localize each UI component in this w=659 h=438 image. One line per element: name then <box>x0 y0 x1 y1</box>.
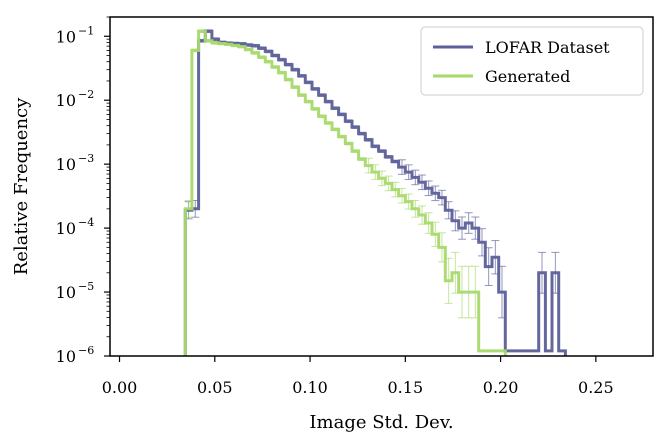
series-line-0 <box>183 29 567 356</box>
y-tick-label: 10 <box>56 283 76 302</box>
legend-label-0: LOFAR Dataset <box>485 38 610 57</box>
y-tick-exponent: −4 <box>78 216 94 229</box>
y-tick-label: 10 <box>56 27 76 46</box>
y-tick-exponent: −1 <box>78 24 94 37</box>
y-tick-label: 10 <box>56 155 76 174</box>
series-line-1 <box>183 29 507 356</box>
x-tick-label: 0.15 <box>388 378 424 397</box>
x-tick-label: 0.25 <box>578 378 614 397</box>
x-axis-label: Image Std. Dev. <box>309 412 453 433</box>
legend-box <box>420 26 644 96</box>
x-tick-label: 0.10 <box>292 378 328 397</box>
y-axis-label: Relative Frequency <box>11 97 32 275</box>
y-tick-exponent: −3 <box>78 152 94 165</box>
series-layer <box>183 29 567 356</box>
x-tick-label: 0.20 <box>483 378 519 397</box>
y-tick-label: 10 <box>56 219 76 238</box>
y-tick-label: 10 <box>56 91 76 110</box>
x-tick-label: 0.05 <box>197 378 233 397</box>
plot-frame <box>109 16 654 357</box>
y-tick-label: 10 <box>56 347 76 366</box>
y-tick-exponent: −5 <box>78 280 94 293</box>
axes-layer: 0.00 0.05 0.10 0.15 0.20 0.2510−610−510−410−3… <box>56 16 654 397</box>
legend: LOFAR Dataset Generated <box>420 26 644 96</box>
legend-label-1: Generated <box>485 67 570 86</box>
y-tick-exponent: −6 <box>78 344 94 357</box>
y-tick-exponent: −2 <box>78 88 94 101</box>
x-tick-label: 0.00 <box>102 378 138 397</box>
